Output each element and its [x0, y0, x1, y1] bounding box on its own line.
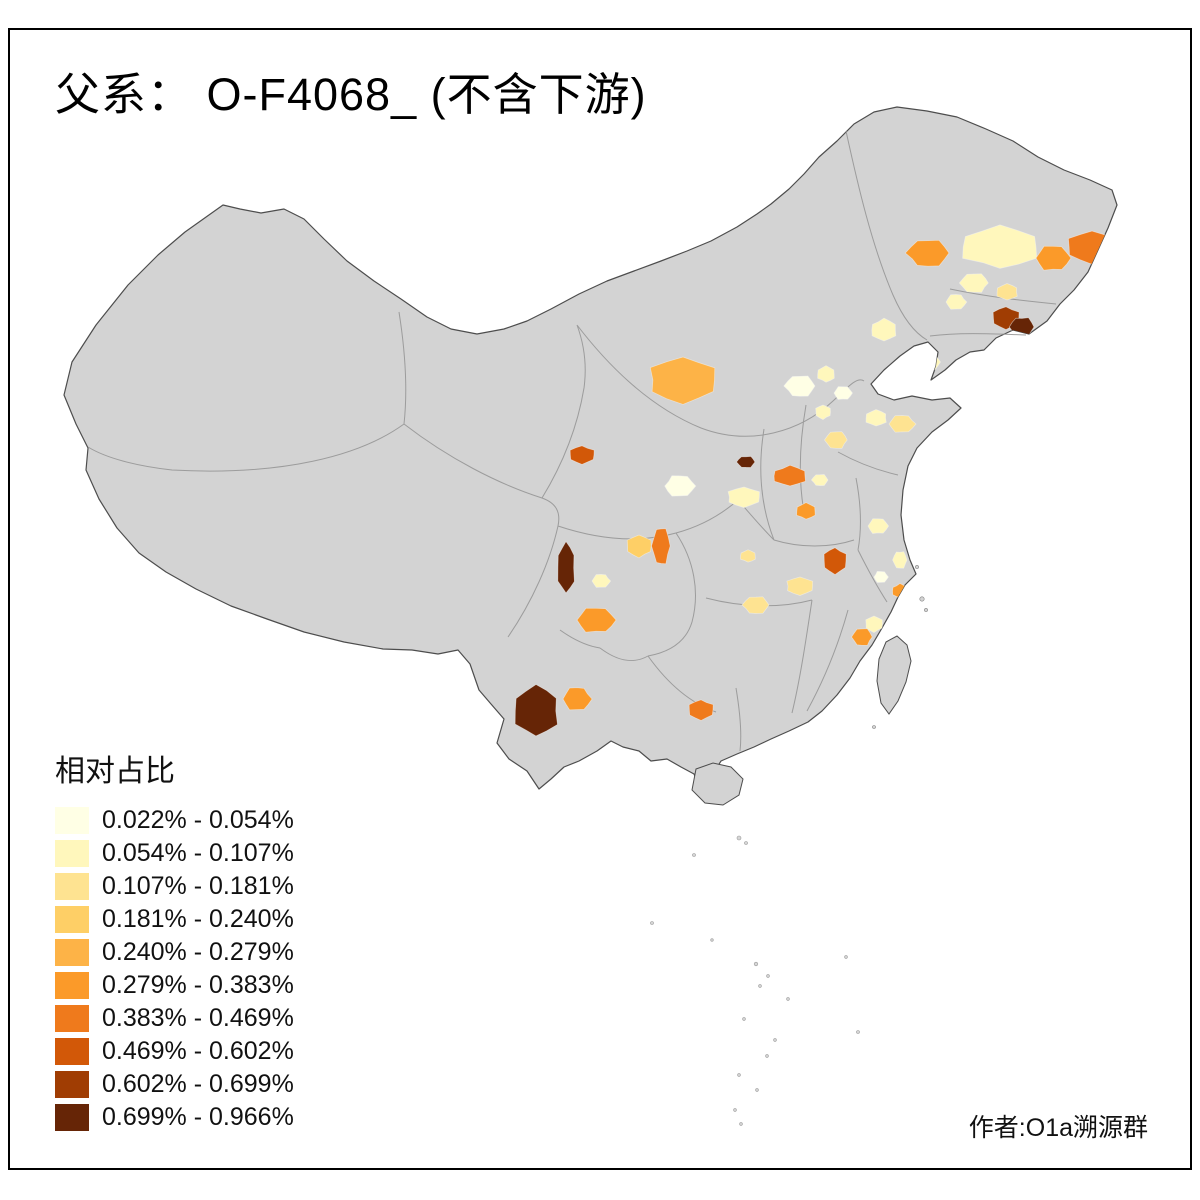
map-region: [514, 684, 558, 737]
legend-item: 0.107% - 0.181%: [55, 870, 294, 903]
legend-label: 0.602% - 0.699%: [102, 1070, 294, 1098]
map-region: [649, 356, 716, 405]
legend-item: 0.279% - 0.383%: [55, 969, 294, 1002]
legend-label: 0.383% - 0.469%: [102, 1004, 294, 1032]
attribution: 作者:O1a溯源群: [968, 1114, 1148, 1142]
map-region: [888, 415, 917, 433]
province-borders: [87, 130, 1057, 752]
legend-label: 0.240% - 0.279%: [102, 938, 294, 966]
legend-item: 0.022% - 0.054%: [55, 804, 294, 837]
legend-title: 相对占比: [55, 755, 175, 788]
map-region: [810, 474, 829, 486]
legend-swatch: [55, 1038, 89, 1065]
legend-item: 0.469% - 0.602%: [55, 1035, 294, 1068]
legend-swatch: [55, 873, 89, 900]
map-region: [651, 528, 671, 565]
map-region: [796, 502, 816, 520]
map-regions-layer: [514, 224, 1117, 737]
coastal-islands: [872, 565, 928, 729]
legend-label: 0.699% - 0.966%: [102, 1103, 294, 1131]
page-title: 父系： O-F4068_ (不含下游): [55, 69, 647, 120]
map-region: [664, 475, 697, 497]
map-region: [833, 386, 853, 400]
legend-label: 0.181% - 0.240%: [102, 905, 294, 933]
legend-swatch: [55, 1104, 89, 1131]
legend-label: 0.022% - 0.054%: [102, 806, 294, 834]
map-region: [873, 571, 889, 583]
map-region: [626, 534, 652, 559]
legend-label: 0.279% - 0.383%: [102, 971, 294, 999]
map-region: [786, 576, 814, 596]
map-region: [783, 375, 816, 397]
map-region: [576, 607, 617, 633]
map-region: [569, 445, 595, 465]
taiwan-island: [876, 635, 912, 715]
legend-swatch: [55, 972, 89, 999]
map-region: [871, 317, 897, 342]
legend-swatch: [55, 939, 89, 966]
map-region: [740, 549, 756, 563]
map-region: [736, 456, 756, 468]
map-region: [591, 574, 612, 588]
map-region: [557, 540, 575, 594]
hainan-island: [691, 762, 744, 806]
legend-swatch: [55, 906, 89, 933]
map-region: [851, 628, 873, 646]
legend-label: 0.107% - 0.181%: [102, 872, 294, 900]
legend-swatch: [55, 807, 89, 834]
map-region: [823, 547, 847, 576]
map-region: [727, 486, 760, 508]
map-region: [1035, 245, 1072, 271]
map-region: [817, 365, 835, 383]
legend-label: 0.054% - 0.107%: [102, 839, 294, 867]
south-china-sea-islands: [650, 835, 860, 1126]
map-region: [996, 283, 1018, 301]
map-region: [865, 615, 883, 634]
legend: 相对占比 0.022% - 0.054% 0.054% - 0.107% 0.107…: [55, 746, 294, 1134]
map-region: [688, 699, 714, 721]
map-region: [865, 409, 887, 427]
map-region: [741, 596, 770, 614]
map-region: [892, 551, 908, 569]
legend-item: 0.181% - 0.240%: [55, 903, 294, 936]
map-region: [815, 404, 831, 421]
legend-label: 0.469% - 0.602%: [102, 1037, 294, 1065]
legend-item: 0.240% - 0.279%: [55, 936, 294, 969]
legend-item: 0.383% - 0.469%: [55, 1002, 294, 1035]
map-region: [962, 224, 1038, 269]
map-region: [562, 687, 593, 711]
legend-item: 0.054% - 0.107%: [55, 837, 294, 870]
legend-swatch: [55, 1005, 89, 1032]
legend-items: 0.022% - 0.054% 0.054% - 0.107% 0.107% - 0…: [55, 804, 294, 1134]
map-region: [904, 239, 950, 267]
map-region: [945, 294, 968, 310]
legend-item: 0.602% - 0.699%: [55, 1068, 294, 1101]
map-region: [958, 273, 989, 293]
map-region: [824, 431, 848, 449]
map-region: [867, 518, 890, 534]
legend-item: 0.699% - 0.966%: [55, 1101, 294, 1134]
legend-swatch: [55, 1071, 89, 1098]
map-region: [773, 464, 806, 487]
legend-swatch: [55, 840, 89, 867]
mainland-outline: [63, 106, 1118, 791]
